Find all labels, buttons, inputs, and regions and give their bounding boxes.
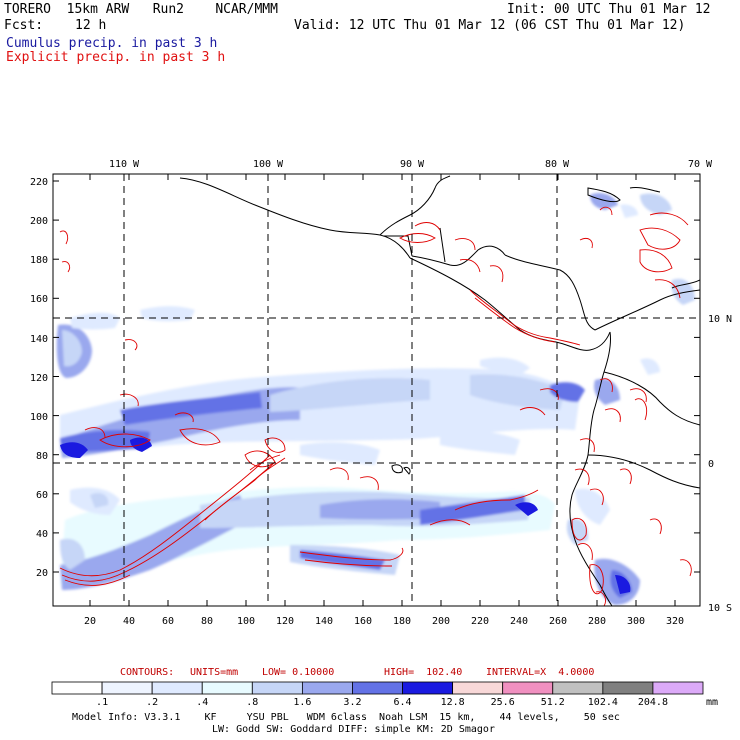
colorbar-label: 102.4: [588, 697, 618, 708]
x-tick-label: 200: [432, 616, 450, 627]
contour-caption-interval: INTERVAL=X 4.0000: [486, 667, 595, 678]
explicit-contours: [59, 206, 692, 606]
y-tick-label: 40: [36, 529, 48, 540]
x-tick-label: 80: [201, 616, 213, 627]
x-tick-label: 240: [510, 616, 528, 627]
lon-label: 70 W: [688, 159, 713, 170]
colorbar-swatch: [251, 681, 303, 695]
cumulus-field-label: Cumulus precip. in past 3 h: [6, 36, 218, 51]
init-time: Init: 00 UTC Thu 01 Mar 12: [507, 2, 711, 17]
axis-ticks: [53, 174, 700, 606]
lon-label: 110 W: [109, 159, 140, 170]
colorbar-swatch: [201, 681, 253, 695]
coastlines: [179, 175, 700, 606]
colorbar-label: .2: [146, 697, 158, 708]
lat-lon-grid: [53, 174, 700, 606]
precip-shading: [56, 193, 695, 605]
y-tick-label: 60: [36, 490, 48, 501]
y-tick-label: 100: [30, 412, 48, 423]
colorbar-label: 51.2: [541, 697, 565, 708]
forecast-label: Fcst:: [4, 18, 44, 33]
colorbar-swatch: [301, 681, 353, 695]
colorbar-unit: mm: [706, 697, 718, 708]
plot-frame: [52, 173, 701, 607]
x-tick-label: 280: [588, 616, 606, 627]
colorbar-label: 1.6: [293, 697, 311, 708]
lon-label: 100 W: [253, 159, 284, 170]
colorbar-label: .1: [96, 697, 108, 708]
colorbar-swatch: [51, 681, 103, 695]
colorbar-swatch: [101, 681, 153, 695]
explicit-field-label: Explicit precip. in past 3 h: [6, 50, 226, 65]
colorbar-swatch: [452, 681, 504, 695]
colorbar-label: 25.6: [491, 697, 515, 708]
colorbar-swatch: [602, 681, 654, 695]
contour-caption-low: LOW= 0.10000: [262, 667, 335, 678]
x-tick-label: 20: [84, 616, 96, 627]
valid-time: Valid: 12 UTC Thu 01 Mar 12 (06 CST Thu …: [294, 18, 686, 33]
colorbar-swatch: [652, 681, 704, 695]
y-tick-label: 80: [36, 451, 48, 462]
y-tick-label: 160: [30, 294, 48, 305]
colorbar-label: 6.4: [394, 697, 412, 708]
colorbar-swatch: [402, 681, 454, 695]
x-tick-label: 60: [162, 616, 174, 627]
colorbar-label: 3.2: [343, 697, 361, 708]
colorbar-swatch: [552, 681, 604, 695]
model-title: TORERO 15km ARW Run2 NCAR/MMM: [4, 2, 278, 17]
colorbar-label: .4: [196, 697, 208, 708]
forecast-hour: 12 h: [75, 18, 107, 33]
contour-caption-contours: CONTOURS:: [120, 667, 175, 678]
x-tick-label: 320: [666, 616, 684, 627]
y-tick-label: 20: [36, 568, 48, 579]
x-tick-label: 100: [237, 616, 255, 627]
lat-label: 0: [708, 459, 714, 470]
colorbar-label: 12.8: [441, 697, 465, 708]
lon-label: 90 W: [400, 159, 425, 170]
lat-label: 10 S: [708, 603, 732, 614]
y-tick-label: 220: [30, 177, 48, 188]
contour-caption-high: HIGH= 102.40: [384, 667, 463, 678]
y-tick-label: 200: [30, 216, 48, 227]
x-tick-label: 260: [549, 616, 567, 627]
y-tick-label: 140: [30, 334, 48, 345]
x-tick-label: 160: [354, 616, 372, 627]
colorbar-swatch: [352, 681, 403, 695]
colorbar-label: .8: [246, 697, 258, 708]
x-tick-label: 140: [315, 616, 333, 627]
x-tick-label: 40: [123, 616, 135, 627]
colorbar-swatch: [151, 681, 203, 695]
colorbar-label: 204.8: [638, 697, 668, 708]
model-info-line1: Model Info: V3.3.1 KF YSU PBL WDM 6class…: [72, 712, 620, 723]
x-tick-label: 220: [471, 616, 489, 627]
lon-label: 80 W: [545, 159, 570, 170]
y-tick-label: 180: [30, 255, 48, 266]
contour-caption-units: UNITS=mm: [190, 667, 239, 678]
colorbar-swatch: [502, 681, 554, 695]
lat-label: 10 N: [708, 314, 732, 325]
model-info-line2: LW: Godd SW: Goddard DIFF: simple KM: 2D…: [212, 724, 495, 735]
x-tick-label: 300: [627, 616, 645, 627]
colorbar: [51, 681, 704, 695]
y-tick-label: 120: [30, 373, 48, 384]
x-tick-label: 180: [393, 616, 411, 627]
x-tick-label: 120: [276, 616, 294, 627]
